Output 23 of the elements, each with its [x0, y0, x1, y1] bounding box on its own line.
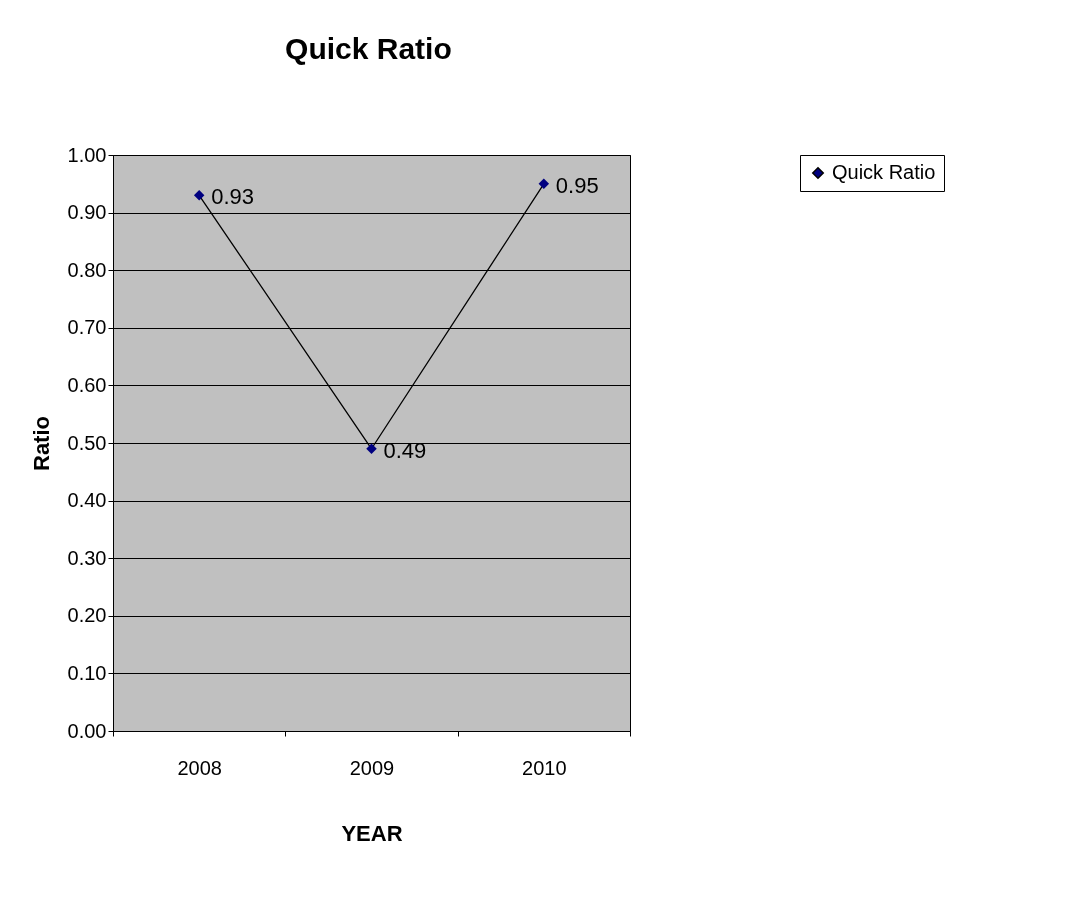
legend-label: Quick Ratio: [832, 161, 936, 183]
x-axis-title: YEAR: [341, 820, 403, 846]
y-tick-label: 0.50: [67, 431, 107, 454]
y-tick-label: 0.60: [67, 373, 107, 396]
x-tick-label: 2008: [177, 756, 222, 779]
point: [538, 178, 550, 190]
data-label: 0.93: [211, 184, 254, 210]
y-tick-label: 0.90: [67, 201, 107, 224]
point: [193, 190, 205, 201]
y-tick-label: 0.40: [67, 489, 107, 512]
y-tick-label: 1.00: [67, 143, 107, 166]
data-label: 0.95: [555, 172, 599, 198]
y-tick-label: 0.10: [67, 661, 107, 684]
y-tick-label: 0.20: [67, 604, 107, 627]
y-tick-label: 0.80: [67, 258, 107, 281]
y-tick-label: 0.70: [67, 316, 107, 339]
y-tick-label: 0.00: [67, 719, 107, 742]
chart-title: Quick Ratio: [285, 32, 452, 65]
x-tick-label: 2009: [349, 756, 395, 779]
point: [366, 443, 377, 454]
y-axis-title: Ratio: [28, 416, 54, 471]
y-tick-label: 0.30: [67, 546, 107, 569]
x-tick-label: 2010: [522, 756, 567, 779]
